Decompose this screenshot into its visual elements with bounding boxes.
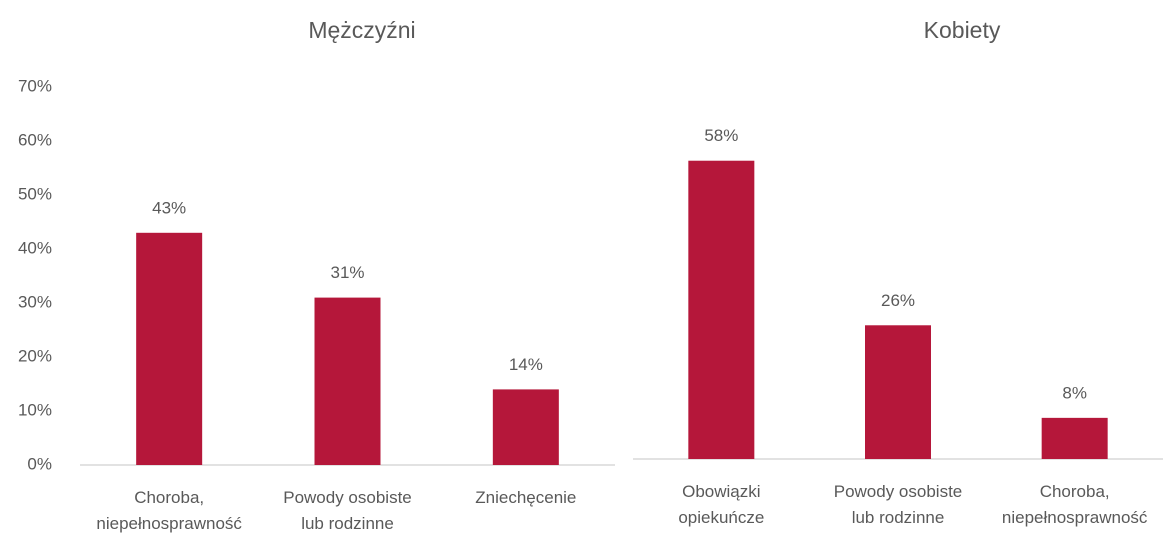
x-tick-label: Choroba, niepełnosprawność xyxy=(96,488,242,533)
x-tick-label: Obowiązki opiekuńcze xyxy=(678,482,764,527)
data-label: 8% xyxy=(1062,383,1087,402)
bar xyxy=(865,325,931,459)
x-tick-label: Choroba, niepełnosprawność xyxy=(1002,482,1148,527)
data-label: 31% xyxy=(330,263,364,282)
y-tick-label: 60% xyxy=(18,130,52,149)
y-tick-label: 70% xyxy=(18,76,52,95)
y-tick-label: 20% xyxy=(18,346,52,365)
bar xyxy=(492,389,559,465)
data-label: 43% xyxy=(152,198,186,217)
data-label: 14% xyxy=(509,355,543,374)
y-tick-label: 50% xyxy=(18,184,52,203)
x-tick-label: Zniechęcenie xyxy=(475,488,576,507)
x-tick-label: Powody osobiste lub rodzinne xyxy=(283,488,412,533)
data-label: 26% xyxy=(881,291,915,310)
data-label: 58% xyxy=(704,126,738,145)
bar xyxy=(314,297,381,465)
y-tick-label: 0% xyxy=(27,454,52,473)
bar xyxy=(1041,417,1108,459)
y-tick-label: 30% xyxy=(18,292,52,311)
chart-title: Mężczyźni xyxy=(308,17,415,43)
bar xyxy=(136,232,203,465)
y-tick-label: 10% xyxy=(18,400,52,419)
bar xyxy=(688,160,755,459)
x-tick-label: Powody osobiste lub rodzinne xyxy=(834,482,963,527)
y-tick-label: 40% xyxy=(18,238,52,257)
chart-title: Kobiety xyxy=(924,17,1001,43)
